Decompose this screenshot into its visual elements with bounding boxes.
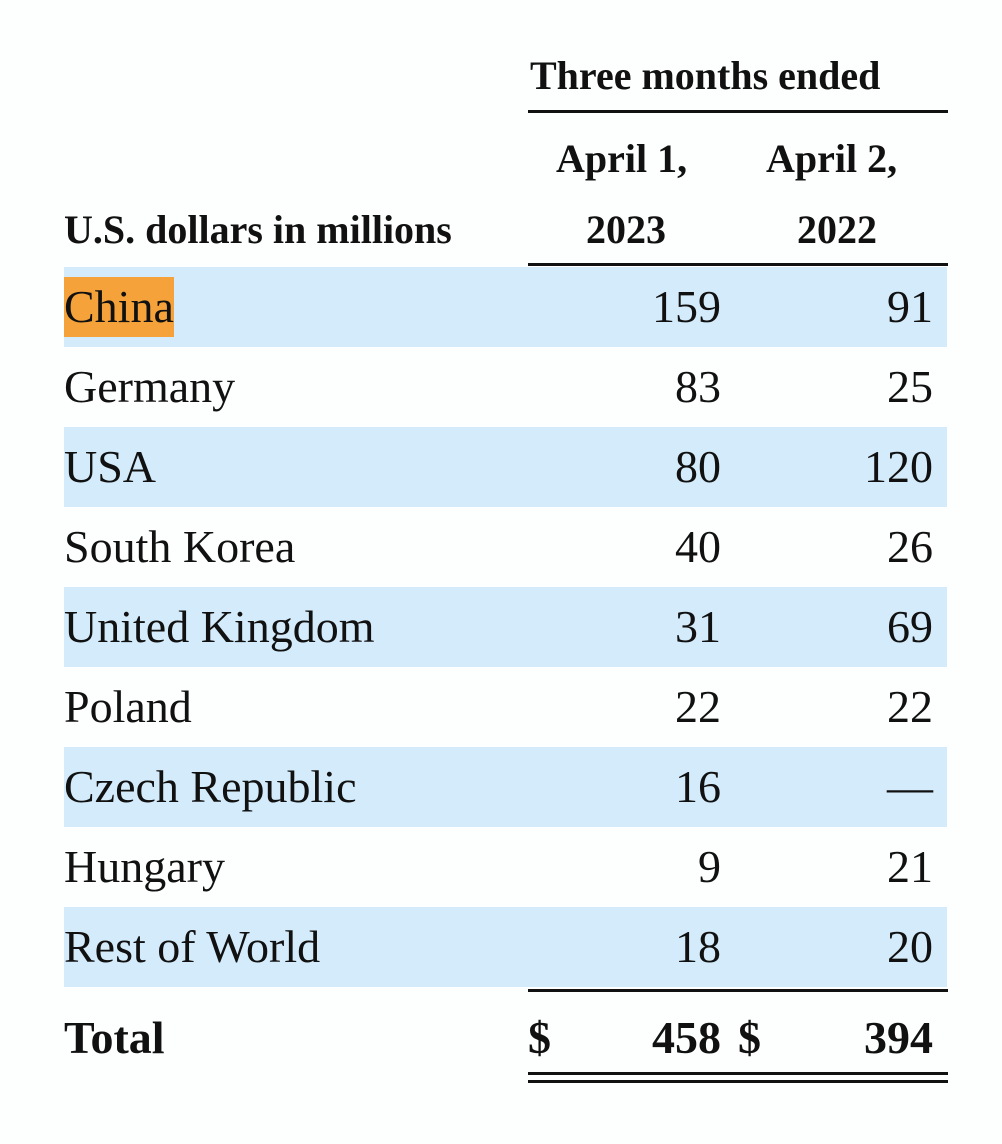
- value-2022: 25: [887, 361, 933, 412]
- header-rule-top: [528, 110, 948, 113]
- country-label: Poland: [64, 681, 192, 732]
- total-currency-2023: $: [528, 1012, 551, 1063]
- value-2022: 22: [887, 681, 933, 732]
- value-2023: 80: [675, 441, 721, 492]
- value-2022: 91: [887, 281, 933, 332]
- table-row: South Korea 40 26: [64, 507, 947, 587]
- value-2023: 159: [652, 281, 721, 332]
- table-row: Germany 83 25: [64, 347, 947, 427]
- value-2022: 69: [887, 601, 933, 652]
- total-double-rule-1: [528, 1072, 948, 1075]
- country-label: South Korea: [64, 521, 296, 572]
- total-rule-top: [528, 989, 948, 992]
- country-label: Rest of World: [64, 921, 321, 972]
- country-label: United Kingdom: [64, 601, 375, 652]
- col2-header-line1: April 2,: [766, 136, 898, 181]
- col1-header-line1: April 1,: [556, 136, 688, 181]
- table-row: Czech Republic 16 —: [64, 747, 947, 827]
- value-2023: 31: [675, 601, 721, 652]
- table-row: China 159 91: [64, 267, 947, 347]
- table-row: Poland 22 22: [64, 667, 947, 747]
- table-row: Hungary 9 21: [64, 827, 947, 907]
- total-value-2023: 458: [652, 1012, 721, 1063]
- value-2023: 9: [698, 841, 721, 892]
- value-2022: 120: [864, 441, 933, 492]
- value-2023: 22: [675, 681, 721, 732]
- col1-header-line2: 2023: [586, 207, 666, 252]
- value-2023: 16: [675, 761, 721, 812]
- period-title: Three months ended: [530, 53, 881, 98]
- country-label: Germany: [64, 361, 236, 412]
- header-rule-bottom: [528, 263, 948, 266]
- country-label-highlighted: China: [64, 277, 174, 337]
- value-2022: 26: [887, 521, 933, 572]
- country-label: USA: [64, 441, 157, 492]
- col2-header-line2: 2022: [797, 207, 877, 252]
- total-value-2022: 394: [864, 1012, 933, 1063]
- total-label: Total: [64, 1012, 165, 1063]
- table-row: USA 80 120: [64, 427, 947, 507]
- total-row: Total $ 458 $ 394: [64, 1000, 947, 1076]
- value-2022: 20: [887, 921, 933, 972]
- value-2023: 83: [675, 361, 721, 412]
- country-label: Hungary: [64, 841, 225, 892]
- total-double-rule-2: [528, 1080, 948, 1083]
- value-2023: 40: [675, 521, 721, 572]
- value-2022: 21: [887, 841, 933, 892]
- table-row: United Kingdom 31 69: [64, 587, 947, 667]
- value-2023: 18: [675, 921, 721, 972]
- total-currency-2022: $: [738, 1012, 761, 1063]
- country-label: Czech Republic: [64, 761, 357, 812]
- table-row: Rest of World 18 20: [64, 907, 947, 987]
- row-label-header: U.S. dollars in millions: [64, 207, 452, 252]
- value-2022: —: [887, 761, 933, 812]
